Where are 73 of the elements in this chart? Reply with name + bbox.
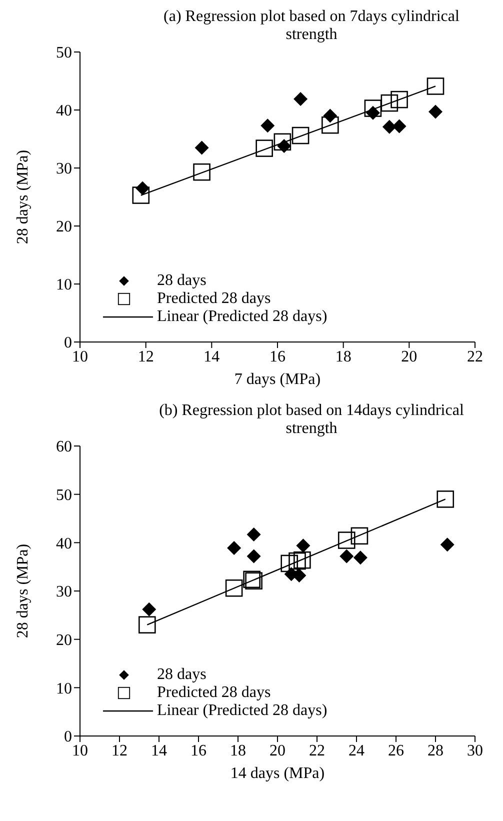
x-tick-label: 12 xyxy=(138,348,154,366)
point xyxy=(132,186,150,204)
legend-label: 28 days xyxy=(157,666,206,684)
point xyxy=(294,551,311,569)
point xyxy=(225,579,243,597)
x-axis-title: 7 days (MPa) xyxy=(234,371,321,388)
legend-label: Predicted 28 days xyxy=(157,684,271,702)
point xyxy=(292,126,310,144)
y-tick-label: 60 xyxy=(56,438,72,456)
y-tick-label: 30 xyxy=(56,160,72,178)
point xyxy=(364,100,382,117)
point xyxy=(436,490,454,508)
point xyxy=(353,550,368,565)
point xyxy=(274,133,292,151)
y-tick-label: 10 xyxy=(56,680,72,698)
x-tick-label: 16 xyxy=(270,348,286,366)
y-tick-label: 40 xyxy=(56,535,72,552)
point xyxy=(280,554,298,572)
point xyxy=(142,602,156,616)
point xyxy=(390,90,408,108)
point xyxy=(294,92,308,106)
x-tick-label: 18 xyxy=(230,742,246,760)
legend-label: 28 days xyxy=(157,272,206,290)
y-tick-label: 50 xyxy=(56,487,72,504)
y-tick-label: 40 xyxy=(56,102,72,120)
point xyxy=(193,163,210,181)
point xyxy=(246,527,261,542)
chart-title: (b) Regression plot based on 14days cylindrical strength xyxy=(158,402,465,438)
point xyxy=(288,552,306,570)
point xyxy=(296,538,310,553)
legend-label: Linear (Predicted 28 days) xyxy=(157,308,328,326)
x-tick-label: 26 xyxy=(388,742,404,760)
x-tick-label: 28 xyxy=(428,742,444,760)
point xyxy=(426,78,444,95)
y-tick-label: 20 xyxy=(56,632,72,650)
point xyxy=(227,540,242,555)
x-tick-label: 22 xyxy=(309,742,325,760)
point xyxy=(322,116,339,134)
point xyxy=(440,538,454,552)
point xyxy=(380,94,398,112)
x-tick-label: 20 xyxy=(270,742,286,760)
y-tick-label: 50 xyxy=(56,44,72,62)
point xyxy=(260,118,275,133)
point xyxy=(338,532,356,549)
y-tick-label: 30 xyxy=(56,584,72,601)
y-axis-title: 28 days (MPa) xyxy=(14,544,32,638)
x-tick-label: 14 xyxy=(204,348,220,366)
x-tick-label: 22 xyxy=(467,348,483,366)
point xyxy=(392,119,406,134)
point xyxy=(428,104,442,119)
point xyxy=(340,549,354,564)
point xyxy=(138,616,156,634)
point xyxy=(382,120,396,134)
legend-label: Linear (Predicted 28 days) xyxy=(157,702,328,720)
chart-title: (a) Regression plot based on 7days cylindrical strength xyxy=(162,8,460,44)
y-tick-label: 10 xyxy=(56,276,72,294)
x-tick-label: 30 xyxy=(467,742,483,760)
x-tick-label: 16 xyxy=(190,742,206,760)
y-tick-label: 0 xyxy=(64,728,72,746)
x-tick-label: 18 xyxy=(335,348,352,366)
legend-label: Predicted 28 days xyxy=(157,290,271,308)
x-axis-title: 14 days (MPa) xyxy=(230,765,325,782)
point xyxy=(350,527,368,545)
point xyxy=(194,140,209,155)
point xyxy=(246,549,261,564)
x-tick-label: 14 xyxy=(151,742,167,760)
y-tick-label: 20 xyxy=(56,218,72,236)
x-tick-label: 24 xyxy=(348,742,364,760)
x-tick-label: 20 xyxy=(401,348,418,366)
y-axis-title: 28 days (MPa) xyxy=(14,150,32,244)
point xyxy=(256,140,273,157)
x-tick-label: 12 xyxy=(112,742,128,760)
y-tick-label: 0 xyxy=(64,334,72,352)
